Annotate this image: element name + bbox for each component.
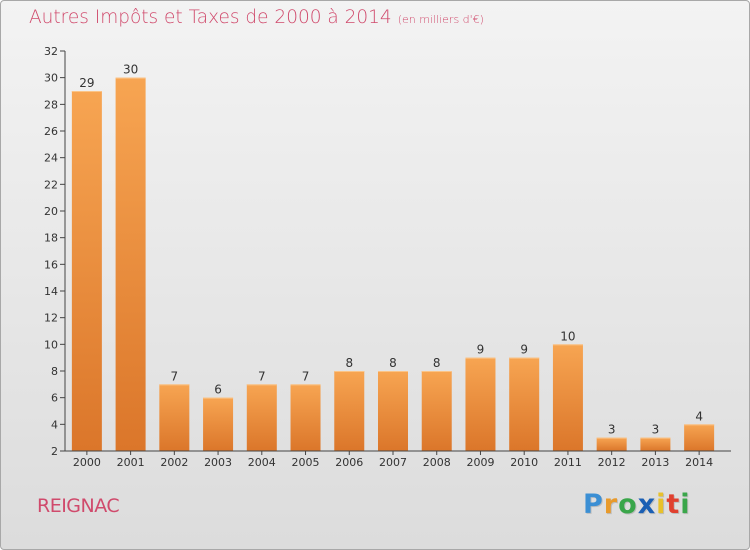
logo-letter: t xyxy=(666,489,681,520)
bar-2012 xyxy=(596,437,627,451)
bar-2007 xyxy=(378,371,408,451)
bars: 29 30 7 6 7 7 8 8 8 9 9 10 3 3 4 xyxy=(71,63,715,452)
data-label: 7 xyxy=(302,369,310,383)
bar-2008 xyxy=(421,371,452,451)
bar-2004 xyxy=(246,384,277,451)
data-label: 29 xyxy=(79,76,94,90)
data-label: 7 xyxy=(258,369,266,383)
bar-2009 xyxy=(465,357,496,451)
x-tick-label: 2008 xyxy=(423,456,451,469)
y-tick-label: 22 xyxy=(44,178,58,191)
data-label: 7 xyxy=(171,369,179,383)
data-label: 4 xyxy=(695,409,703,423)
data-label: 9 xyxy=(477,343,485,357)
town-name: REIGNAC xyxy=(37,495,120,517)
x-tick-label: 2007 xyxy=(379,456,407,469)
data-label: 8 xyxy=(433,356,441,370)
x-tick-label: 2011 xyxy=(554,456,582,469)
x-tick-label: 2001 xyxy=(117,456,145,469)
y-tick-label: 8 xyxy=(51,365,58,378)
y-tick-label: 6 xyxy=(51,392,58,405)
bar-2002 xyxy=(159,384,190,451)
bar-2003 xyxy=(203,397,234,451)
logo-letter: r xyxy=(603,489,619,520)
bar-2011 xyxy=(552,344,583,451)
x-tick-label: 2004 xyxy=(248,456,276,469)
x-tick-label: 2014 xyxy=(685,456,713,469)
data-label: 10 xyxy=(560,329,575,343)
chart-title: Autres Impôts et Taxes de 2000 à 2014 (en… xyxy=(29,7,484,28)
data-label: 30 xyxy=(123,63,138,77)
y-tick-label: 28 xyxy=(44,98,58,111)
x-tick-label: 2013 xyxy=(641,456,669,469)
data-label: 3 xyxy=(652,423,660,437)
y-tick-label: 14 xyxy=(44,285,58,298)
y-tick-label: 32 xyxy=(44,45,58,58)
bar-2005 xyxy=(290,384,321,451)
data-label: 8 xyxy=(345,356,353,370)
x-tick-label: 2012 xyxy=(598,456,626,469)
y-tick-label: 2 xyxy=(51,445,58,458)
logo-letter: P xyxy=(583,489,604,520)
unit-label: (en milliers d'€) xyxy=(397,13,484,26)
x-tick-label: 2003 xyxy=(204,456,232,469)
x-tick-label: 2000 xyxy=(73,456,101,469)
logo-letter: i xyxy=(680,489,691,520)
y-tick-label: 30 xyxy=(44,72,58,85)
x-tick-label: 2009 xyxy=(466,456,494,469)
title-text: Autres Impôts et Taxes de 2000 à 2014 xyxy=(29,7,392,28)
bar-2014 xyxy=(684,424,715,451)
y-tick-label: 10 xyxy=(44,338,58,351)
logo-letter: o xyxy=(618,489,638,520)
data-label: 8 xyxy=(389,356,397,370)
y-tick-label: 16 xyxy=(44,258,58,271)
y-tick-label: 20 xyxy=(44,205,58,218)
bar-2010 xyxy=(509,357,540,451)
data-label: 6 xyxy=(214,383,222,397)
y-tick-label: 24 xyxy=(44,152,58,165)
x-tick-label: 2006 xyxy=(335,456,363,469)
bar-2013 xyxy=(640,437,671,451)
y-tick-label: 12 xyxy=(44,312,58,325)
y-tick-label: 18 xyxy=(44,232,58,245)
bar-2006 xyxy=(334,371,365,451)
proxiti-logo: Proxiti xyxy=(583,489,691,520)
x-tick-label: 2005 xyxy=(292,456,320,469)
logo-letter: i xyxy=(656,489,667,520)
x-tick-label: 2002 xyxy=(160,456,188,469)
x-axis: 2000 2001 2002 2003 2004 2005 2006 2007 2008 2009… xyxy=(65,450,731,469)
bar-2000 xyxy=(71,91,102,451)
bar-2001 xyxy=(115,77,146,452)
data-label: 3 xyxy=(608,423,616,437)
logo-letter: x xyxy=(637,489,657,520)
data-label: 9 xyxy=(520,343,528,357)
x-tick-label: 2010 xyxy=(510,456,538,469)
y-tick-label: 26 xyxy=(44,125,58,138)
y-tick-label: 4 xyxy=(51,418,58,431)
